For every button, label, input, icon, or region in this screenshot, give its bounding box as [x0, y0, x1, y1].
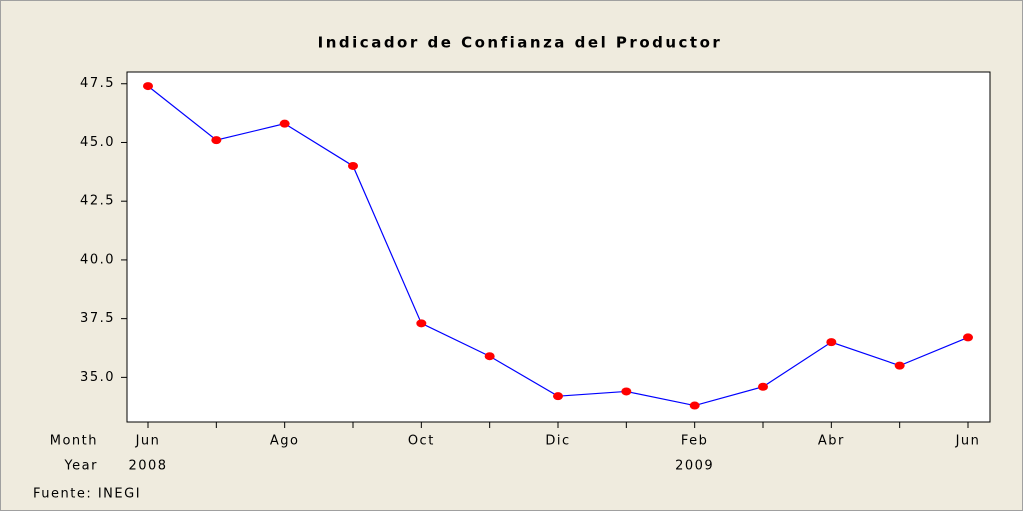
data-point	[416, 319, 427, 328]
source: Fuente: INEGI	[33, 487, 141, 502]
data-point	[143, 82, 153, 91]
year-axis-label: Year	[63, 459, 98, 474]
plot-area	[126, 71, 991, 423]
y-tick-label: 35.0	[80, 370, 115, 385]
data-point	[689, 401, 700, 410]
y-tick-label: 42.5	[80, 194, 115, 209]
data-point	[758, 382, 768, 391]
data-point	[484, 352, 495, 361]
month-axis-label: Month	[50, 434, 98, 449]
data-point	[826, 338, 837, 347]
x-tick-label: Jun	[135, 434, 161, 449]
data-point	[279, 119, 290, 128]
year-label: 2009	[675, 459, 714, 474]
x-tick-label: Abr	[818, 434, 845, 449]
year-label: 2008	[128, 459, 167, 474]
data-point	[894, 361, 905, 370]
y-tick-label: 40.0	[80, 252, 115, 267]
data-point	[963, 333, 973, 342]
y-tick-label: 37.5	[80, 311, 115, 326]
chart-title: Indicador de Confianza del Productor	[318, 34, 723, 52]
y-tick-label: 45.0	[80, 135, 115, 150]
x-tick-label: Ago	[270, 434, 300, 449]
data-point	[211, 136, 222, 145]
x-tick-label: Oct	[408, 434, 435, 449]
y-tick-label: 47.5	[80, 76, 115, 91]
data-point	[621, 387, 632, 396]
x-tick-label: Dic	[545, 434, 570, 449]
data-point	[348, 161, 358, 170]
x-tick-label: Jun	[955, 434, 981, 449]
x-tick-label: Feb	[681, 434, 709, 449]
data-point	[553, 392, 563, 401]
